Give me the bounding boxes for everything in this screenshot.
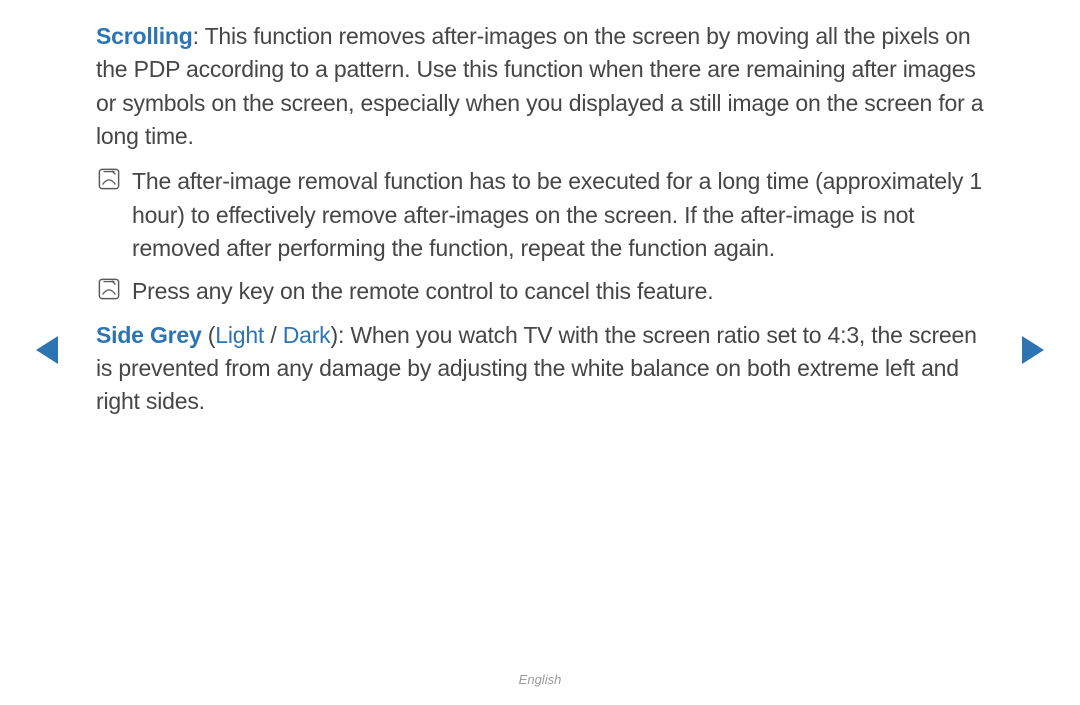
scrolling-term: Scrolling xyxy=(96,23,193,49)
paren-close: ) xyxy=(330,322,337,348)
option-slash: / xyxy=(264,322,283,348)
option-light: Light xyxy=(215,322,264,348)
page-content: Scrolling: This function removes after-i… xyxy=(96,20,984,431)
note-text-2: Press any key on the remote control to c… xyxy=(132,275,713,308)
scrolling-text: : This function removes after-images on … xyxy=(96,23,983,149)
side-grey-paragraph: Side Grey (Light / Dark): When you watch… xyxy=(96,319,984,419)
footer-language: English xyxy=(0,672,1080,687)
note-text-1: The after-image removal function has to … xyxy=(132,165,984,265)
paren-open: ( xyxy=(202,322,216,348)
scrolling-paragraph: Scrolling: This function removes after-i… xyxy=(96,20,984,153)
note-icon xyxy=(98,168,120,190)
nav-next-button[interactable] xyxy=(1022,336,1044,364)
note-icon xyxy=(98,278,120,300)
note-row-1: The after-image removal function has to … xyxy=(96,165,984,265)
side-grey-term: Side Grey xyxy=(96,322,202,348)
nav-prev-button[interactable] xyxy=(36,336,58,364)
option-dark: Dark xyxy=(283,322,331,348)
note-row-2: Press any key on the remote control to c… xyxy=(96,275,984,308)
